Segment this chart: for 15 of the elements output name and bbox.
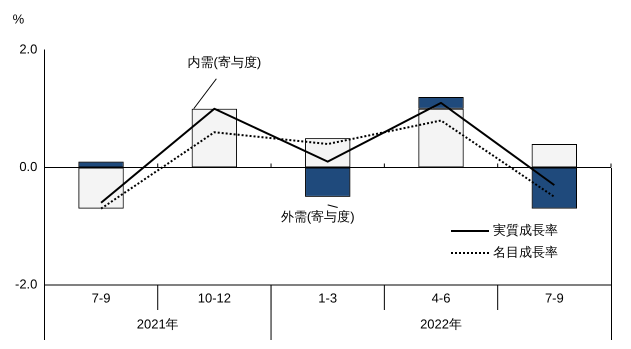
y-axis-title: % <box>12 12 25 27</box>
x-tick-label: 7-9 <box>544 290 564 306</box>
y-tick-label: 0.0 <box>19 159 38 174</box>
series-label: 外需(寄与度) <box>280 209 355 224</box>
x-tick-label: 4-6 <box>432 290 450 306</box>
x-tick-label: 7-9 <box>92 290 110 306</box>
x-tick-label: 10-12 <box>198 290 232 306</box>
x-tick-label: 1-3 <box>318 290 338 306</box>
text: 2021年 <box>136 316 179 332</box>
y-tick-label: -2.0 <box>14 276 38 292</box>
text: 内需(寄与度) <box>188 54 262 70</box>
text: 2022年 <box>420 316 462 332</box>
legend-label: 名目成長率 <box>493 244 558 260</box>
legend-label: 実質成長率 <box>493 222 558 238</box>
y-tick-label: 2.0 <box>19 42 38 57</box>
